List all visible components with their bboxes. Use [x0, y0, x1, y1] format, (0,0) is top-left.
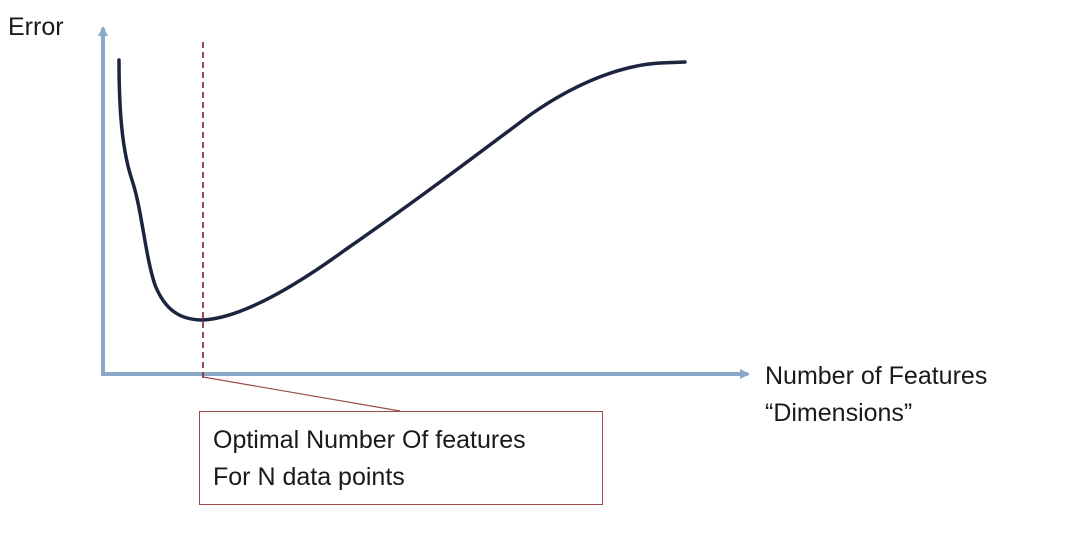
callout-connector: [202, 376, 401, 412]
callout-line-1: Optimal Number Of features: [213, 426, 526, 454]
x-axis-label-line-1: Number of Features: [765, 362, 988, 390]
y-axis-label: Error: [8, 13, 64, 41]
x-axis-label: Number of Features “Dimensions”: [765, 358, 987, 432]
callout-text: Optimal Number Of features For N data po…: [213, 422, 526, 496]
x-axis-label-line-2: “Dimensions”: [765, 399, 913, 427]
optimum-callout-box: Optimal Number Of features For N data po…: [199, 411, 603, 505]
error-curve: [117, 58, 687, 322]
callout-line-2: For N data points: [213, 463, 405, 491]
